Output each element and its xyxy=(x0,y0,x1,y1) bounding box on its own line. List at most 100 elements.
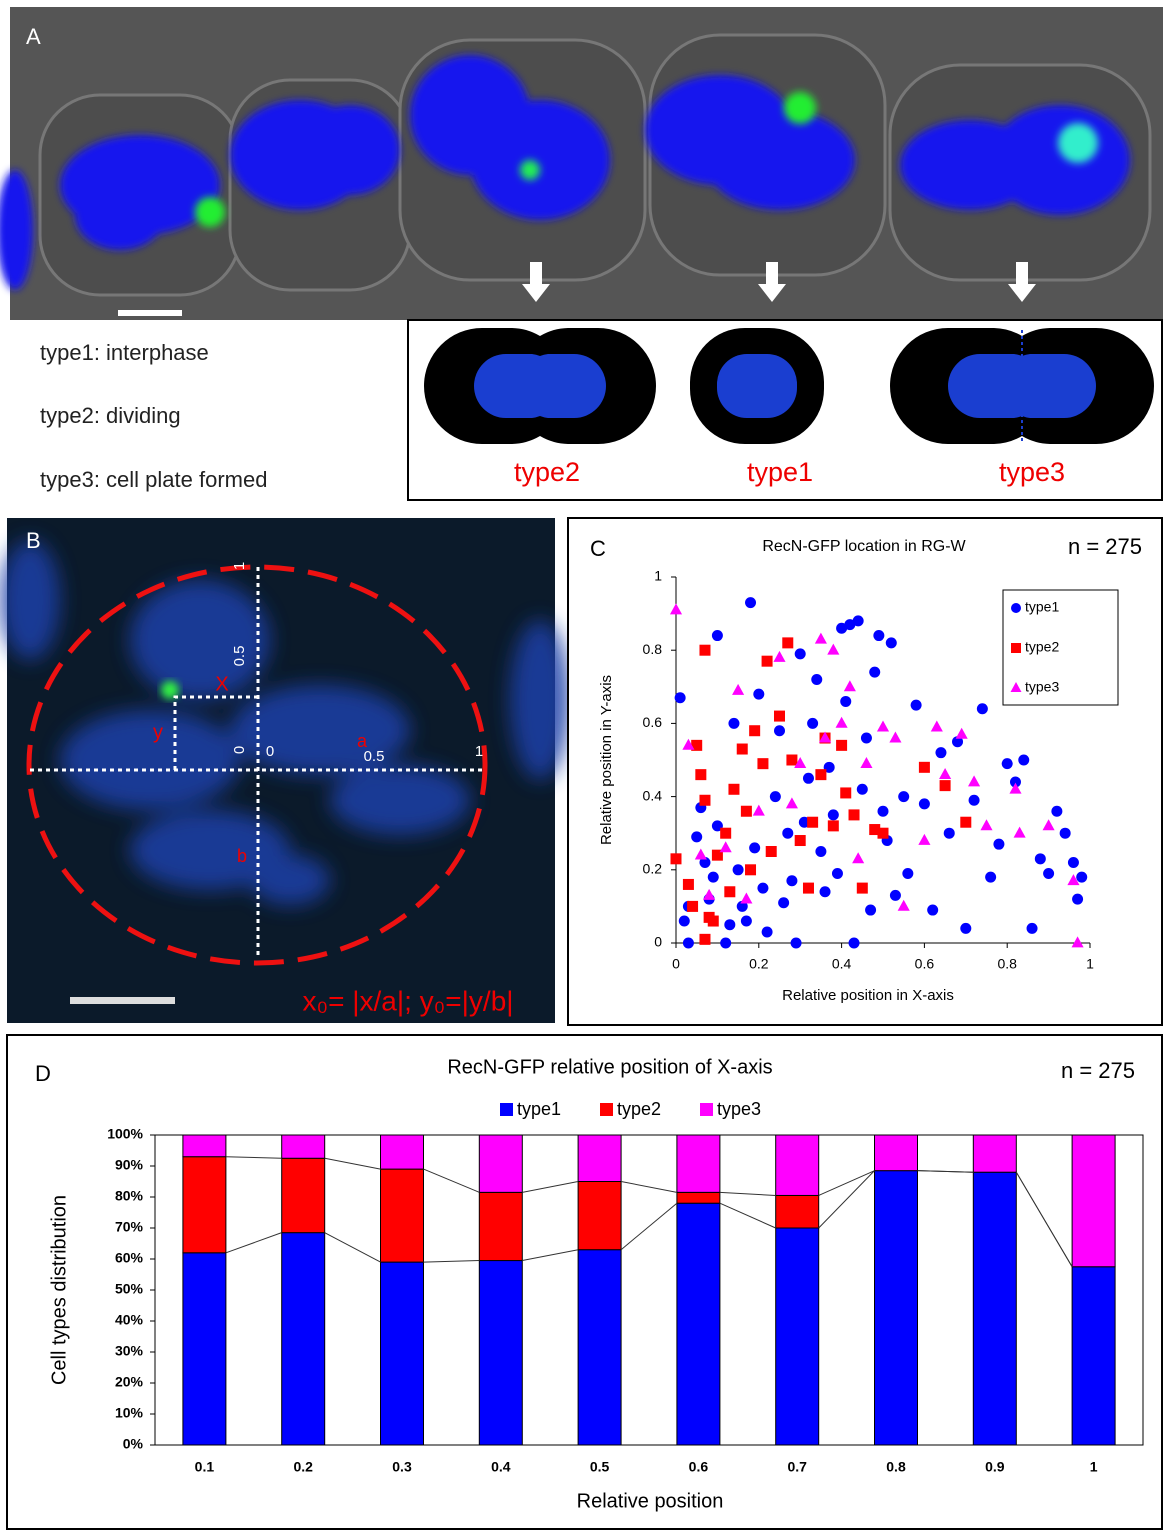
legend-label: type2 xyxy=(1025,639,1059,655)
axis-tick-label: 0.5 xyxy=(231,646,248,667)
legend-label: type3 xyxy=(1025,679,1059,695)
bar-segment xyxy=(381,1135,424,1169)
bar-segment xyxy=(479,1261,522,1445)
data-point xyxy=(853,615,864,626)
y-tick-label: 90% xyxy=(115,1157,144,1173)
data-point xyxy=(728,784,739,795)
x-tick-label: 0.4 xyxy=(832,956,852,972)
data-point xyxy=(724,919,735,930)
x-tick-label: 0 xyxy=(672,956,680,972)
data-point xyxy=(741,916,752,927)
bar-segment xyxy=(973,1135,1016,1172)
legend-label: type1 xyxy=(1025,599,1059,615)
data-point xyxy=(803,883,814,894)
axis-tick-label: 0 xyxy=(266,743,274,760)
data-point xyxy=(993,839,1004,850)
legend-text: type1: interphase xyxy=(40,340,209,365)
data-point xyxy=(869,667,880,678)
data-point xyxy=(927,905,938,916)
panel-label: D xyxy=(35,1061,51,1086)
x-tick-label: 0.1 xyxy=(195,1459,215,1475)
legend-label: type1 xyxy=(517,1099,561,1119)
bar-segment xyxy=(282,1158,325,1232)
data-point xyxy=(832,868,843,879)
data-point xyxy=(977,703,988,714)
bar-segment xyxy=(578,1135,621,1182)
data-point xyxy=(890,890,901,901)
data-point xyxy=(849,809,860,820)
data-point xyxy=(733,864,744,875)
variable-label: X xyxy=(215,673,228,695)
data-point xyxy=(828,809,839,820)
y-tick-label: 0.6 xyxy=(643,714,663,730)
data-point xyxy=(782,637,793,648)
diagram-label: type3 xyxy=(999,457,1065,487)
data-point xyxy=(699,934,710,945)
bar-segment xyxy=(677,1203,720,1445)
data-point xyxy=(786,755,797,766)
bar-segment xyxy=(479,1192,522,1260)
panel-label: B xyxy=(26,528,41,553)
y-tick-label: 80% xyxy=(115,1188,144,1204)
bar-segment xyxy=(381,1169,424,1262)
data-point xyxy=(679,916,690,927)
legend-label: type3 xyxy=(717,1099,761,1119)
data-point xyxy=(1018,755,1029,766)
data-point xyxy=(1043,868,1054,879)
data-point xyxy=(1002,758,1013,769)
data-point xyxy=(712,630,723,641)
data-point xyxy=(811,674,822,685)
data-point xyxy=(840,696,851,707)
data-point xyxy=(741,806,752,817)
data-point xyxy=(940,780,951,791)
data-point xyxy=(878,806,889,817)
data-point xyxy=(683,879,694,890)
bar-segment xyxy=(776,1195,819,1228)
bar-segment xyxy=(776,1228,819,1445)
data-point xyxy=(935,747,946,758)
x-tick-label: 0.6 xyxy=(689,1459,709,1475)
annotation: n = 275 xyxy=(1061,1058,1135,1083)
legend-swatch xyxy=(600,1103,613,1116)
data-point xyxy=(861,733,872,744)
y-tick-label: 0.2 xyxy=(643,861,663,877)
data-point xyxy=(691,831,702,842)
x-tick-label: 1 xyxy=(1086,956,1094,972)
data-point xyxy=(699,645,710,656)
y-tick-label: 0 xyxy=(654,934,662,950)
formula: x₀= |x/a|; y₀=|y/b| xyxy=(302,985,513,1016)
data-point xyxy=(728,718,739,729)
data-point xyxy=(737,744,748,755)
data-point xyxy=(749,842,760,853)
data-point xyxy=(960,817,971,828)
x-tick-label: 0.2 xyxy=(293,1459,313,1475)
data-point xyxy=(969,795,980,806)
bar-segment xyxy=(183,1135,226,1157)
data-point xyxy=(865,905,876,916)
x-tick-label: 0.2 xyxy=(749,956,769,972)
y-tick-label: 20% xyxy=(115,1374,144,1390)
data-point xyxy=(1060,828,1071,839)
data-point xyxy=(803,773,814,784)
bar-segment xyxy=(875,1135,918,1171)
axis-tick-label: 1 xyxy=(231,562,248,570)
data-point xyxy=(762,656,773,667)
bar-segment xyxy=(183,1253,226,1445)
legend-swatch xyxy=(500,1103,513,1116)
data-point xyxy=(807,817,818,828)
bar-segment xyxy=(282,1233,325,1445)
data-point xyxy=(1076,872,1087,883)
bar-segment xyxy=(479,1135,522,1192)
variable-label: a xyxy=(357,731,368,751)
bar-segment xyxy=(578,1182,621,1250)
data-point xyxy=(815,846,826,857)
data-point xyxy=(708,872,719,883)
data-point xyxy=(720,938,731,949)
x-tick-label: 0.8 xyxy=(886,1459,906,1475)
bar-segment xyxy=(677,1135,720,1192)
x-axis-label: Relative position in X-axis xyxy=(782,987,954,1004)
y-axis-label: Relative position in Y-axis xyxy=(598,675,615,845)
data-point xyxy=(683,938,694,949)
data-point xyxy=(911,700,922,711)
y-tick-label: 70% xyxy=(115,1219,144,1235)
